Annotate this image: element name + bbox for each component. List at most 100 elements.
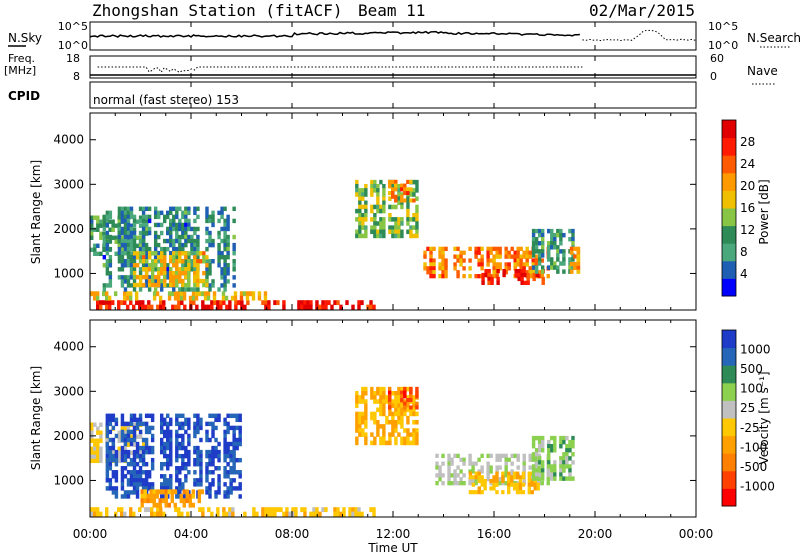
heatmap-cell [361,390,365,396]
heatmap-cell [382,208,386,214]
heatmap-cell [528,250,532,255]
heatmap-cell [382,428,386,433]
heatmap-cell [96,507,100,513]
heatmap-cell [169,222,173,228]
heatmap-cell [135,255,140,260]
velocity-colorbar-tick: 25 [740,401,755,415]
heatmap-cell [105,474,110,479]
heatmap-cell [412,432,416,437]
heatmap-cell [550,236,554,242]
heatmap-cell [533,486,537,491]
heatmap-cell [184,255,188,260]
heatmap-cell [205,226,209,232]
heatmap-cell [324,507,328,513]
heatmap-cell [233,295,238,301]
heatmap-cell [369,304,373,310]
heatmap-cell [178,238,182,244]
heatmap-cell [562,452,566,457]
heatmap-cell [559,476,563,481]
heatmap-cell [520,280,524,285]
heatmap-cell [93,458,97,464]
heatmap-cell [108,421,113,427]
heatmap-cell [358,419,362,425]
heatmap-cell [138,507,142,513]
heatmap-cell [211,461,215,467]
heatmap-cell [225,304,229,310]
heatmap-cell [537,477,541,482]
heatmap-cell [190,238,194,244]
heatmap-cell [547,228,551,234]
heatmap-cell [516,246,520,252]
heatmap-cell [199,482,203,487]
heatmap-cell [196,478,200,483]
heatmap-cell [159,449,164,455]
heatmap-cell [382,183,386,189]
heatmap-cell [184,230,188,236]
heatmap-cell [184,214,188,220]
heatmap-cell [576,258,581,263]
heatmap-cell [208,259,212,264]
heatmap-cell [132,254,137,260]
heatmap-cell [226,246,230,252]
heatmap-cell [513,266,517,271]
heatmap-cell [556,245,560,250]
heatmap-cell [336,511,340,517]
heatmap-cell [153,206,158,212]
heatmap-cell [181,222,185,228]
heatmap-cell [214,425,218,431]
heatmap-cell [105,421,110,427]
heatmap-cell [518,482,523,487]
heatmap-cell [468,246,472,252]
heatmap-cell [515,490,520,495]
heatmap-cell [202,259,206,264]
heatmap-cell [141,282,146,288]
heatmap-cell [169,230,173,236]
heatmap-cell [355,192,359,197]
heatmap-cell [456,465,460,470]
heatmap-cell [203,295,208,301]
heatmap-cell [211,210,215,216]
heatmap-cell [376,432,380,437]
heatmap-cell [495,469,499,474]
heatmap-cell [138,274,143,280]
heatmap-cell [438,473,442,478]
heatmap-cell [358,192,362,197]
heatmap-cell [388,217,392,222]
heatmap-cell [480,475,484,480]
heatmap-cell [474,490,478,495]
heatmap-cell [468,490,473,495]
heatmap-cell [385,395,389,400]
heatmap-cell [562,476,566,481]
heatmap-cell [415,440,419,446]
heatmap-cell [196,453,200,459]
heatmap-cell [93,243,97,249]
heatmap-cell [400,204,404,210]
heatmap-cell [547,443,551,449]
heatmap-cell [507,262,511,267]
heatmap-cell [126,449,131,455]
heatmap-cell [135,434,140,439]
heatmap-cell [129,246,134,252]
heatmap-cell [90,507,94,513]
heatmap-cell [364,233,368,239]
heatmap-cell [528,270,532,275]
heatmap-cell [474,250,478,255]
heatmap-cell [223,238,227,244]
heatmap-cell [400,424,404,429]
heatmap-cell [453,453,457,459]
heatmap-cell [462,266,466,271]
heatmap-cell [129,210,134,216]
heatmap-cell [364,436,368,442]
heatmap-cell [108,304,112,310]
heatmap-cell [447,469,451,474]
heatmap-cell [571,236,575,242]
heatmap-cell [468,266,472,271]
heatmap-cell [376,208,380,214]
heatmap-cell [456,254,460,259]
heatmap-cell [522,266,526,271]
heatmap-cell [123,300,127,306]
heatmap-cell [415,419,419,425]
heatmap-cell [208,490,212,495]
heatmap-cell [196,214,200,220]
heatmap-cell [235,413,239,419]
